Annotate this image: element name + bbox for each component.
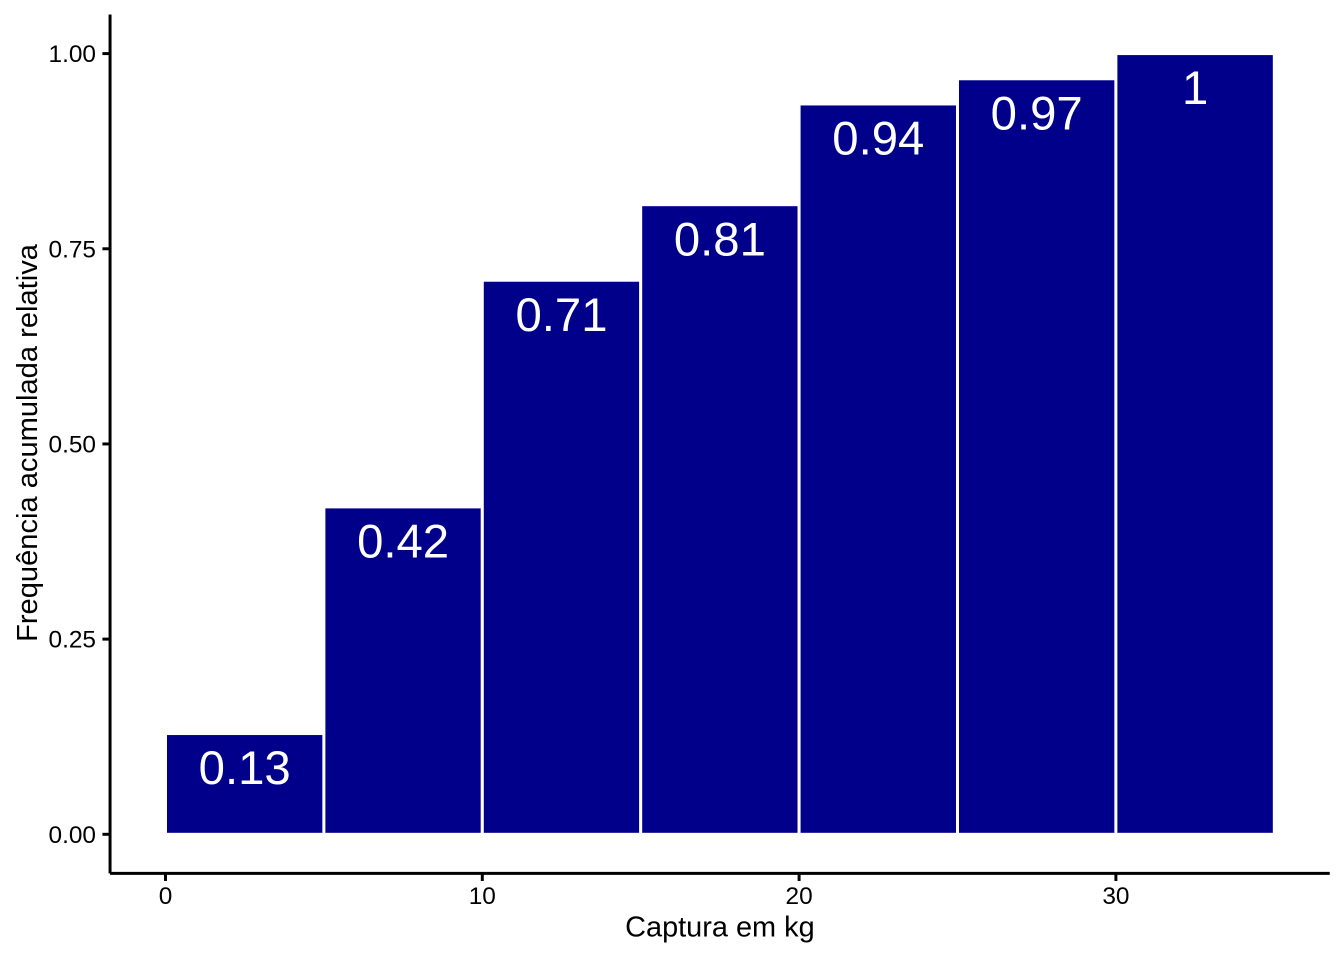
svg-text:10: 10 bbox=[469, 883, 496, 910]
svg-text:20: 20 bbox=[786, 883, 813, 910]
svg-text:0.25: 0.25 bbox=[49, 627, 96, 654]
svg-text:0.42: 0.42 bbox=[357, 516, 449, 569]
svg-text:Captura em kg: Captura em kg bbox=[625, 911, 814, 943]
svg-text:0: 0 bbox=[159, 883, 173, 910]
svg-text:0.13: 0.13 bbox=[199, 742, 291, 795]
svg-text:30: 30 bbox=[1102, 883, 1129, 910]
svg-text:0.50: 0.50 bbox=[49, 432, 96, 459]
svg-text:0.94: 0.94 bbox=[832, 113, 924, 166]
svg-text:1.00: 1.00 bbox=[49, 41, 96, 68]
svg-text:1: 1 bbox=[1182, 62, 1208, 115]
svg-text:Frequência acumulada relativa: Frequência acumulada relativa bbox=[12, 243, 44, 642]
svg-text:0.00: 0.00 bbox=[49, 822, 96, 849]
svg-text:0.97: 0.97 bbox=[991, 87, 1083, 140]
svg-text:0.81: 0.81 bbox=[674, 213, 766, 266]
svg-text:0.75: 0.75 bbox=[49, 236, 96, 263]
svg-text:0.71: 0.71 bbox=[515, 289, 607, 342]
